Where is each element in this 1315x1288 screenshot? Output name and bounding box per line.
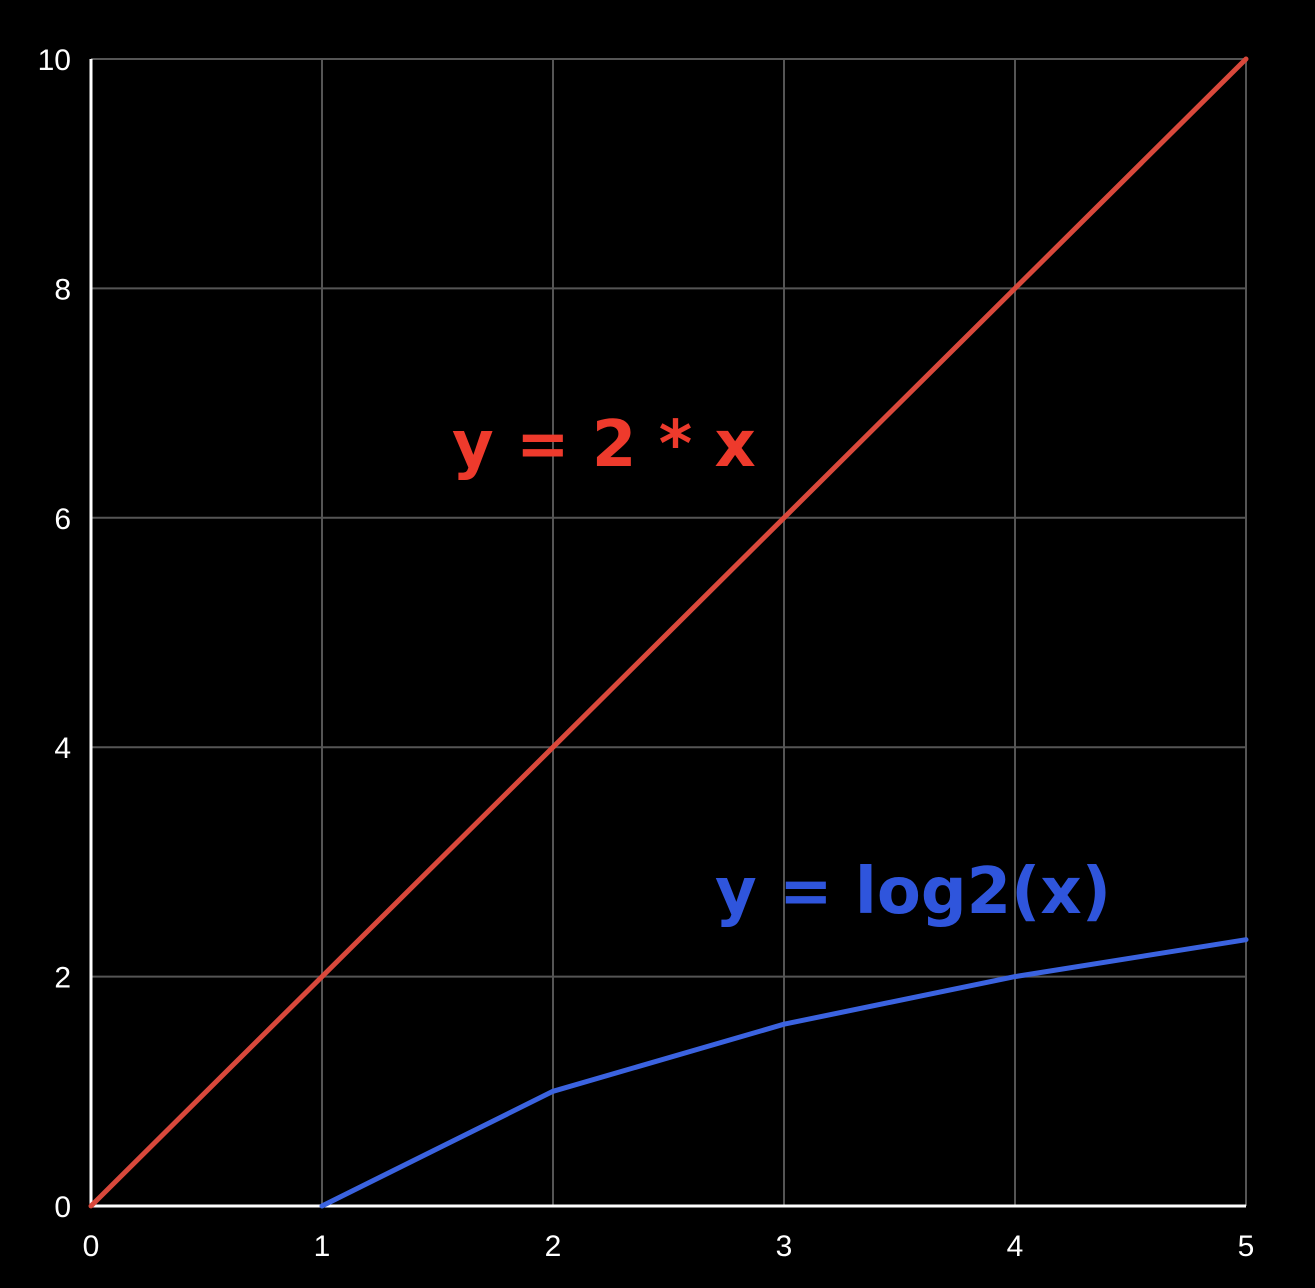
x-tick-labels: 0 1 2 3 4 5 (83, 1230, 1255, 1263)
x-tick-label: 4 (1007, 1230, 1024, 1263)
grid (91, 58, 1247, 1206)
x-tick-label: 5 (1238, 1230, 1255, 1263)
y-tick-label: 10 (38, 44, 71, 77)
series-group (88, 56, 1249, 1209)
y-tick-label: 0 (54, 1191, 71, 1224)
y-tick-labels: 0 2 4 6 8 10 (38, 44, 71, 1224)
y-tick-label: 2 (54, 962, 71, 995)
annotation-log2: y = log2(x) (715, 855, 1111, 929)
y-tick-label: 8 (54, 273, 71, 306)
x-tick-label: 0 (83, 1230, 100, 1263)
x-tick-label: 2 (545, 1230, 562, 1263)
annotation-linear: y = 2 * x (452, 408, 756, 482)
x-tick-label: 1 (314, 1230, 331, 1263)
x-tick-label: 3 (776, 1230, 793, 1263)
series-line-0 (88, 56, 1249, 1209)
y-tick-label: 6 (54, 503, 71, 536)
y-tick-label: 4 (54, 732, 71, 765)
series-line-1 (319, 937, 1249, 1209)
axes (89, 59, 1246, 1208)
